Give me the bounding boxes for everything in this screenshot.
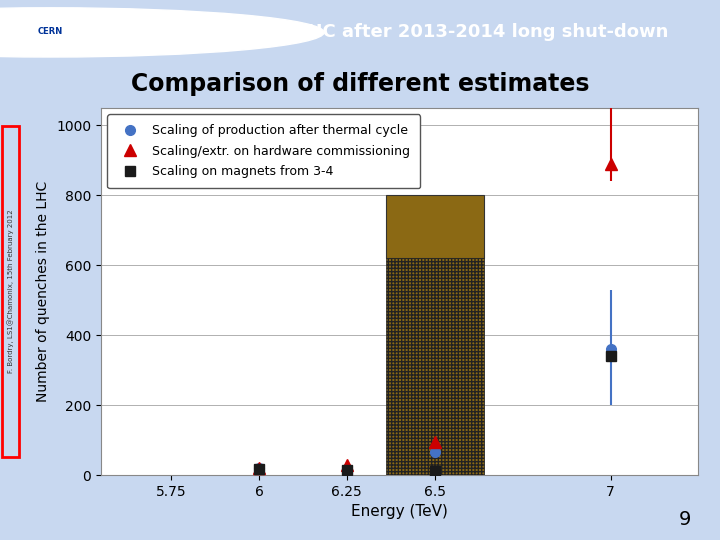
Text: Comparison of different estimates: Comparison of different estimates <box>131 72 589 96</box>
Y-axis label: Number of quenches in the LHC: Number of quenches in the LHC <box>37 181 50 402</box>
Legend: Scaling of production after thermal cycle, Scaling/extr. on hardware commissioni: Scaling of production after thermal cycl… <box>107 114 420 188</box>
Text: F. Bordry, LS1@Chamonix, 15th February 2012: F. Bordry, LS1@Chamonix, 15th February 2… <box>7 210 14 374</box>
Circle shape <box>0 8 324 57</box>
Bar <box>385 195 484 258</box>
Text: 9: 9 <box>679 510 691 529</box>
Text: Energy of the LHC after 2013-2014 long shut-down: Energy of the LHC after 2013-2014 long s… <box>153 23 668 42</box>
Bar <box>2 126 19 457</box>
Text: CERN: CERN <box>37 26 63 36</box>
X-axis label: Energy (TeV): Energy (TeV) <box>351 504 448 519</box>
Bar <box>385 258 484 475</box>
